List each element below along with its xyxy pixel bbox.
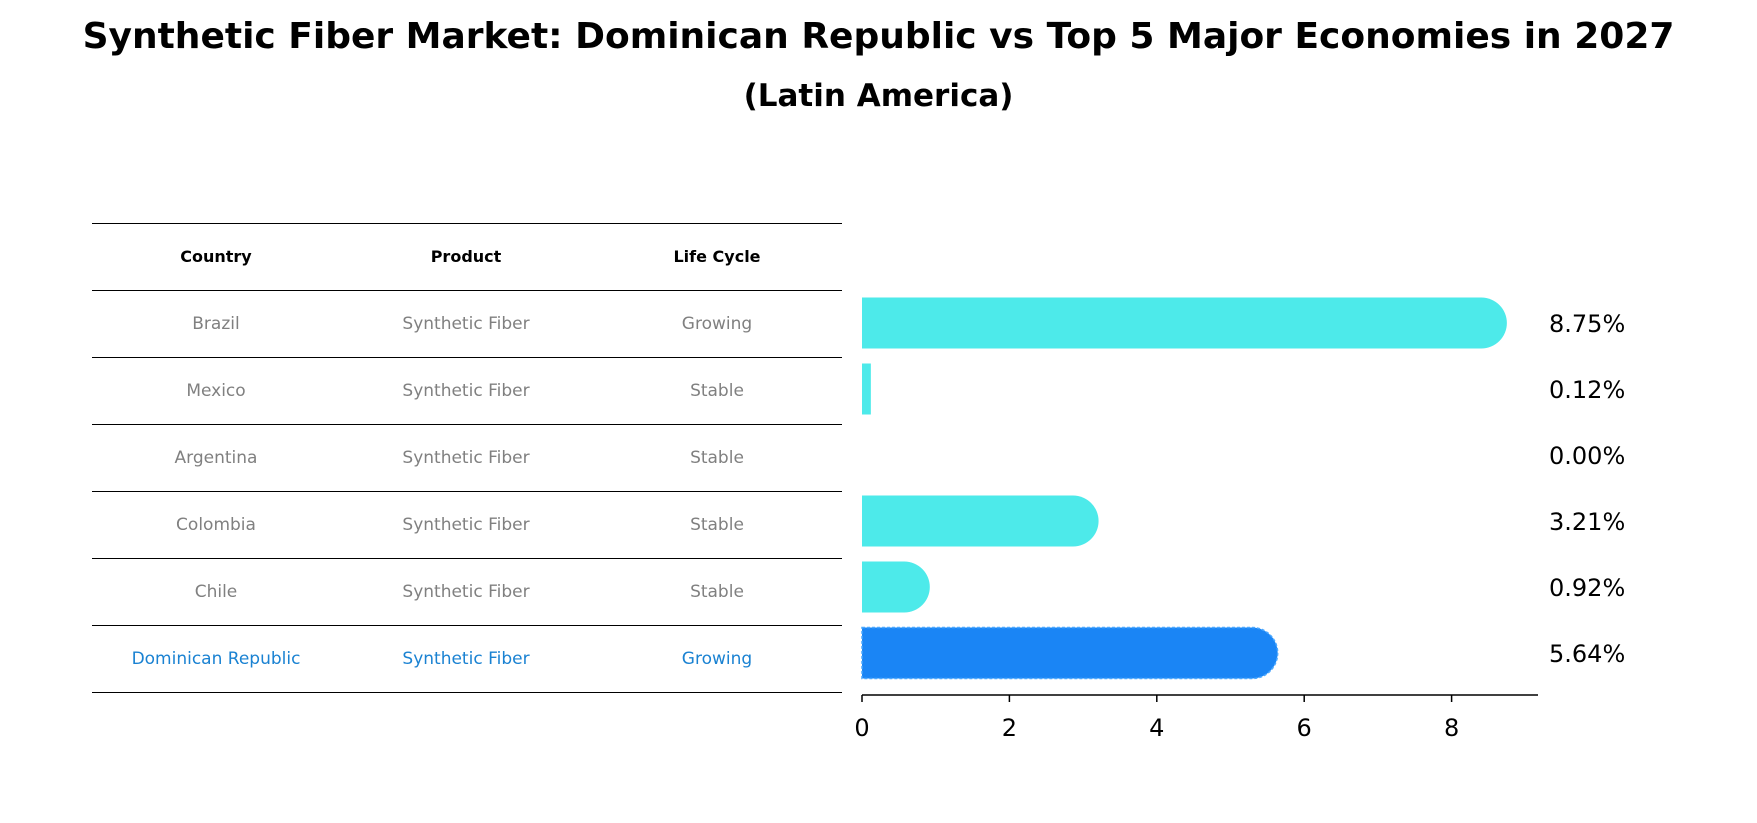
- life-cycle-cell: Stable: [690, 515, 744, 535]
- bar: [862, 495, 1099, 547]
- value-label: 0.00%: [1549, 442, 1625, 470]
- table-row-highlighted: Dominican Republic Synthetic Fiber Growi…: [92, 625, 842, 693]
- life-cycle-cell: Stable: [690, 582, 744, 602]
- bar: [862, 297, 1507, 349]
- product-cell: Synthetic Fiber: [402, 649, 530, 669]
- bar: [862, 561, 930, 613]
- x-tick-label: 0: [854, 714, 869, 742]
- country-cell: Colombia: [176, 515, 256, 535]
- value-label: 0.92%: [1549, 574, 1625, 602]
- product-cell: Synthetic Fiber: [402, 582, 530, 602]
- chart-subtitle: (Latin America): [743, 78, 1014, 114]
- table-header-row: Country Product Life Cycle: [92, 223, 842, 290]
- x-tick-label: 6: [1297, 714, 1312, 742]
- life-cycle-cell: Growing: [681, 314, 753, 334]
- table-row: Chile Synthetic Fiber Stable: [92, 558, 842, 625]
- life-cycle-cell: Growing: [681, 649, 753, 669]
- x-tick-label: 8: [1444, 714, 1459, 742]
- x-tick-label: 2: [1002, 714, 1017, 742]
- country-cell: Argentina: [174, 448, 258, 468]
- life-cycle-cell: Stable: [690, 381, 744, 401]
- table-row: Argentina Synthetic Fiber Stable: [92, 424, 842, 491]
- product-cell: Synthetic Fiber: [402, 381, 530, 401]
- bar-highlighted: [861, 626, 1279, 680]
- table-row: Colombia Synthetic Fiber Stable: [92, 491, 842, 558]
- data-table: Country Product Life Cycle Brazil Synthe…: [92, 223, 842, 693]
- x-tick-label: 4: [1149, 714, 1164, 742]
- product-cell: Synthetic Fiber: [402, 448, 530, 468]
- country-cell: Dominican Republic: [131, 649, 301, 669]
- product-cell: Synthetic Fiber: [402, 314, 530, 334]
- country-cell: Brazil: [192, 314, 240, 334]
- value-label: 3.21%: [1549, 508, 1625, 536]
- table-row: Brazil Synthetic Fiber Growing: [92, 290, 842, 357]
- value-label: 5.64%: [1549, 640, 1625, 668]
- header-product: Product: [430, 247, 502, 266]
- table-row: Mexico Synthetic Fiber Stable: [92, 357, 842, 424]
- value-label: 8.75%: [1549, 310, 1625, 338]
- country-cell: Mexico: [186, 381, 246, 401]
- product-cell: Synthetic Fiber: [402, 515, 530, 535]
- bar: [862, 363, 871, 415]
- chart-title: Synthetic Fiber Market: Dominican Republ…: [82, 16, 1675, 57]
- life-cycle-cell: Stable: [690, 448, 744, 468]
- header-country: Country: [180, 247, 252, 266]
- value-label: 0.12%: [1549, 376, 1625, 404]
- country-cell: Chile: [194, 582, 238, 602]
- header-life-cycle: Life Cycle: [673, 247, 761, 266]
